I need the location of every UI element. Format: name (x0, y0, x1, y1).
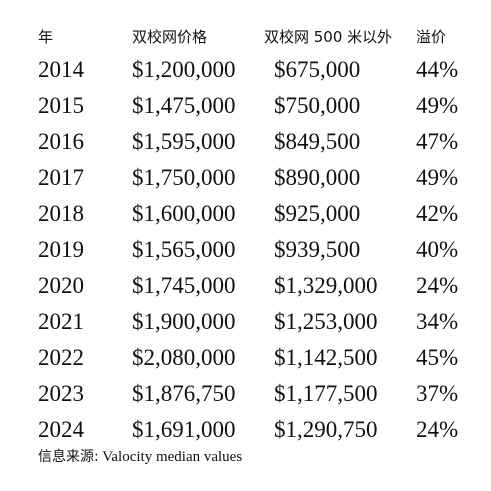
outside-price-cell: $1,253,000 (274, 309, 378, 334)
double-school-price-cell: $1,565,000 (132, 237, 236, 262)
double-school-price-cell: $1,691,000 (132, 417, 236, 442)
premium-cell: 45% (416, 345, 459, 370)
outside-price-cell: $1,290,750 (274, 417, 378, 442)
outside-price-cell: $1,329,000 (274, 273, 378, 298)
outside-price-cell: $849,500 (274, 129, 361, 154)
double-school-price-cell: $1,750,000 (132, 165, 236, 190)
outside-price-cell: $750,000 (274, 93, 361, 118)
outside-price-cell: $1,142,500 (274, 345, 378, 370)
outside-price-cell: $939,500 (274, 237, 361, 262)
year-cell: 2023 (38, 381, 84, 406)
year-cell: 2018 (38, 201, 84, 226)
header-premium: 溢价 (416, 28, 447, 46)
premium-cell: 24% (416, 273, 459, 298)
source-label: 信息来源: (38, 449, 99, 465)
outside-price-cell: $675,000 (274, 57, 361, 82)
premium-cell: 34% (416, 309, 459, 334)
premium-cell: 49% (416, 165, 459, 190)
header-year: 年 (38, 28, 54, 46)
header-outside-500m-price: 双校网 500 米以外 (264, 28, 393, 46)
outside-price-cell: $890,000 (274, 165, 361, 190)
year-cell: 2015 (38, 93, 84, 118)
year-cell: 2024 (38, 417, 84, 442)
premium-cell: 47% (416, 129, 459, 154)
year-cell: 2021 (38, 309, 84, 334)
double-school-price-cell: $1,900,000 (132, 309, 236, 334)
year-cell: 2014 (38, 57, 84, 82)
premium-cell: 37% (416, 381, 459, 406)
premium-cell: 49% (416, 93, 459, 118)
year-cell: 2020 (38, 273, 84, 298)
premium-cell: 40% (416, 237, 459, 262)
premium-cell: 42% (416, 201, 459, 226)
double-school-price-cell: $1,745,000 (132, 273, 236, 298)
double-school-price-cell: $1,200,000 (132, 57, 236, 82)
double-school-price-cell: $1,595,000 (132, 129, 236, 154)
outside-price-cell: $925,000 (274, 201, 361, 226)
year-cell: 2016 (38, 129, 84, 154)
double-school-price-cell: $1,876,750 (132, 381, 236, 406)
premium-cell: 24% (416, 417, 459, 442)
year-cell: 2017 (38, 165, 84, 190)
double-school-price-cell: $1,600,000 (132, 201, 236, 226)
double-school-price-cell: $2,080,000 (132, 345, 236, 370)
year-cell: 2022 (38, 345, 84, 370)
outside-price-cell: $1,177,500 (274, 381, 378, 406)
source-note: 信息来源: Valocity median values (38, 448, 242, 467)
year-cell: 2019 (38, 237, 84, 262)
source-text: Valocity median values (102, 449, 243, 465)
premium-cell: 44% (416, 57, 459, 82)
double-school-price-cell: $1,475,000 (132, 93, 236, 118)
header-double-school-price: 双校网价格 (132, 28, 208, 46)
